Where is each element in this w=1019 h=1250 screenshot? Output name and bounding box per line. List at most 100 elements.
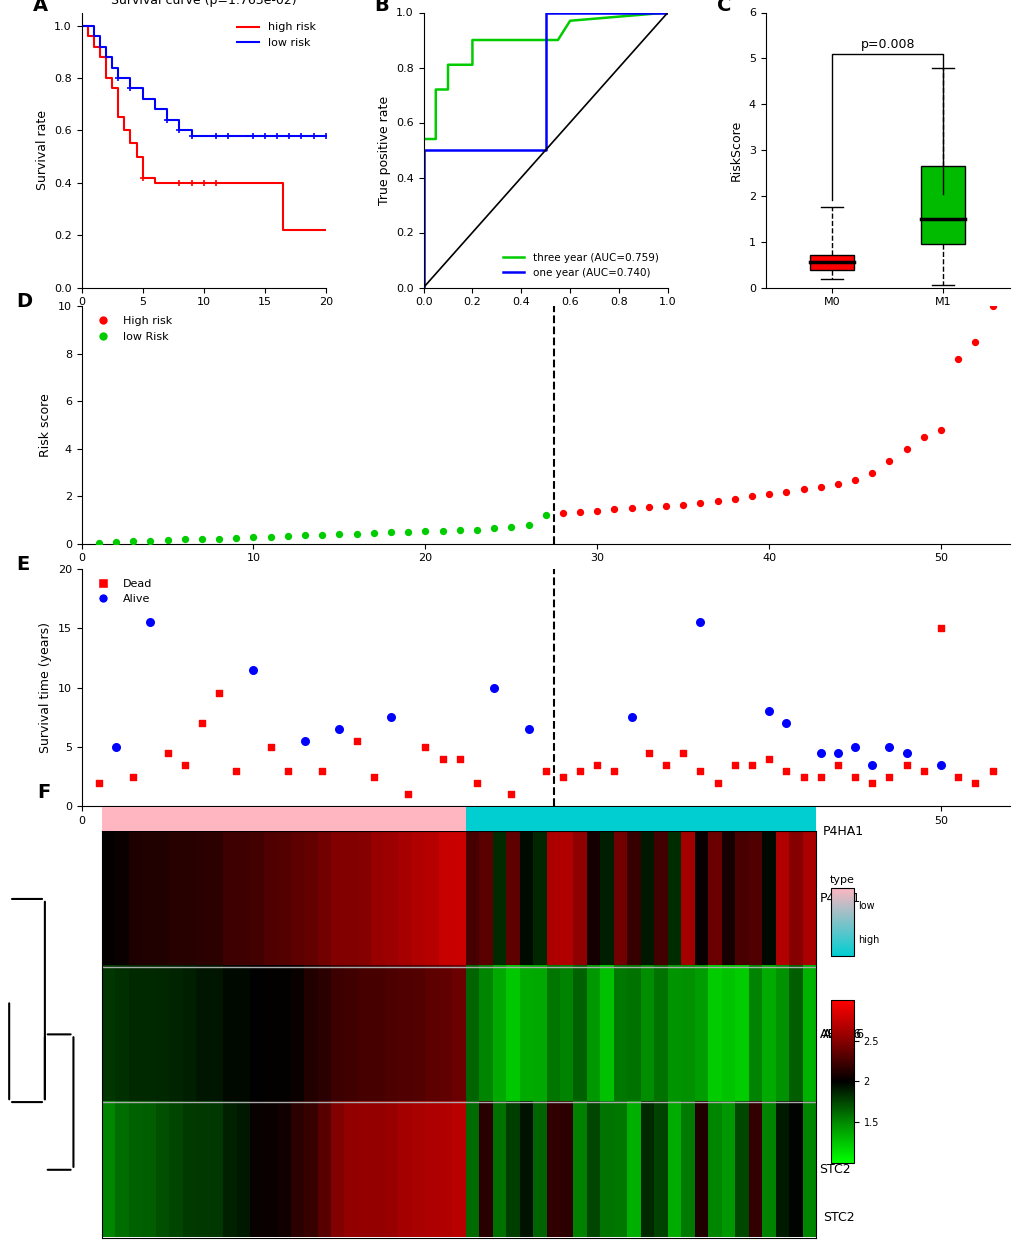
Point [709,491,726,511]
Point [365,766,381,786]
three year (AUC=0.759) [502,32,515,48]
Title: Survival curve (p=1.763e-02): Survival curve (p=1.763e-02) [111,0,297,8]
one year (AUC=0.740) [417,280,429,295]
Text: P4HA1: P4HA1 [822,825,863,838]
Point [91,532,107,552]
three year (AUC=0.759) [429,131,441,146]
Y-axis label: Risk score: Risk score [40,392,52,456]
Point [812,476,828,496]
one year (AUC=0.740) [661,5,674,20]
Point [760,484,776,504]
Point [777,712,794,732]
three year (AUC=0.759) [661,5,674,20]
Point [760,701,776,721]
Point [228,760,245,780]
Line: one year (AUC=0.740): one year (AUC=0.740) [423,12,667,288]
Y-axis label: Survival time (years): Survival time (years) [39,622,52,752]
Point [279,526,296,546]
Legend: High risk, low Risk: High risk, low Risk [87,311,176,346]
Point [417,736,433,756]
Point [125,766,142,786]
Point [537,505,553,525]
three year (AUC=0.759) [502,32,515,48]
three year (AUC=0.759) [417,206,429,221]
three year (AUC=0.759) [490,32,502,48]
three year (AUC=0.759) [478,32,490,48]
Bar [920,166,964,244]
X-axis label: Patients (increasing risk socre): Patients (increasing risk socre) [449,831,641,845]
three year (AUC=0.759) [453,58,466,72]
three year (AUC=0.759) [417,131,429,146]
Text: ABCB6: ABCB6 [822,1028,864,1041]
Point [331,719,347,739]
Point [262,736,278,756]
Point [382,707,398,727]
Point [983,760,1000,780]
Y-axis label: Survival rate: Survival rate [36,110,49,190]
Bar [102,808,466,831]
Point [795,766,811,786]
three year (AUC=0.759) [564,14,576,29]
Point [417,521,433,541]
Point [485,678,501,698]
Point [640,742,656,762]
three year (AUC=0.759) [539,32,551,48]
Point [485,519,501,539]
Point [828,475,845,495]
Point [605,499,622,519]
Point [898,742,914,762]
Point [692,612,708,632]
Point [589,755,605,775]
Point [382,522,398,542]
Point [828,755,845,775]
Point [915,426,931,446]
Point [692,760,708,780]
Point [949,766,965,786]
one year (AUC=0.740) [417,142,429,158]
Point [108,736,124,756]
Text: A: A [33,0,48,15]
Point [777,481,794,501]
Point [966,331,982,352]
Point [228,528,245,548]
three year (AUC=0.759) [551,32,564,48]
Point [434,521,450,541]
Point [399,785,416,805]
three year (AUC=0.759) [441,82,453,98]
Point [623,499,639,519]
Y-axis label: True positive rate: True positive rate [377,95,390,205]
Text: ABCB6: ABCB6 [819,1028,861,1041]
Point [949,349,965,369]
Point [520,515,536,535]
Point [348,524,365,544]
X-axis label: Patients (increasing risk socre): Patients (increasing risk socre) [449,569,641,582]
Y-axis label: RiskScore: RiskScore [730,119,743,180]
Point [176,755,193,775]
Point [434,749,450,769]
Point [812,766,828,786]
Point [572,760,588,780]
Point [399,522,416,542]
Point [932,420,949,440]
Point [760,749,776,769]
Point [657,755,674,775]
Point [983,296,1000,316]
Text: B: B [374,0,389,15]
Point [846,736,862,756]
Bar [466,808,815,831]
Point [142,531,158,551]
Point [91,772,107,792]
Point [279,760,296,780]
Point [777,760,794,780]
three year (AUC=0.759) [441,58,453,72]
Point [108,531,124,551]
Point [915,760,931,780]
three year (AUC=0.759) [515,32,527,48]
Point [966,772,982,792]
three year (AUC=0.759) [466,58,478,72]
three year (AUC=0.759) [429,82,441,98]
Point [348,731,365,751]
Point [554,503,571,522]
Point [880,736,897,756]
Point [589,500,605,520]
